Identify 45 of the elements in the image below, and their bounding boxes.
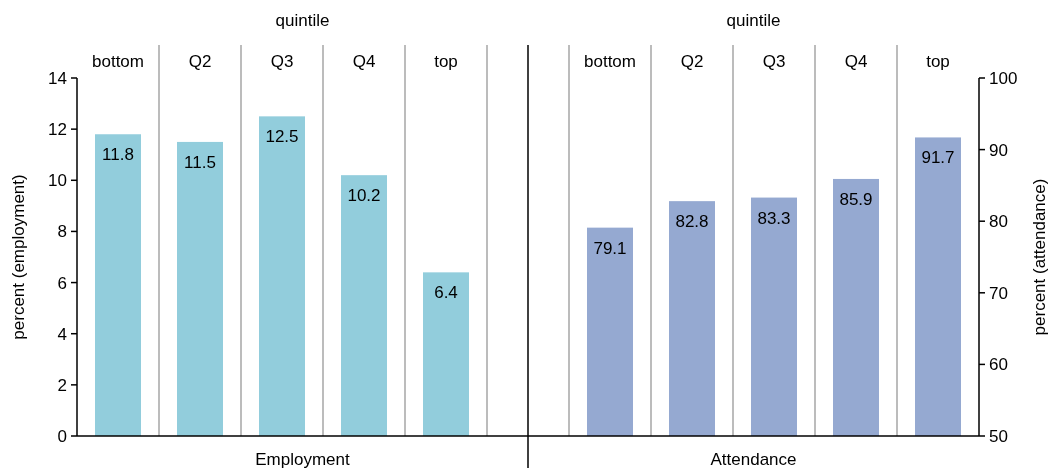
data-label: 91.7 bbox=[921, 148, 955, 168]
x-tick-label: Q3 bbox=[762, 52, 786, 71]
x-tick-label: top bbox=[434, 52, 458, 71]
y-tick-label: 8 bbox=[57, 222, 67, 242]
y-tick-label: 6 bbox=[57, 273, 67, 293]
x-axis-title: Employment bbox=[255, 450, 351, 468]
bar bbox=[95, 134, 141, 436]
data-label: 79.1 bbox=[593, 238, 627, 258]
y-axis-title: percent (employment) bbox=[9, 174, 28, 340]
bar bbox=[259, 116, 305, 436]
data-label: 12.5 bbox=[265, 127, 299, 147]
y2-axis-title: percent (attendance) bbox=[1030, 178, 1049, 336]
y-tick-label: 10 bbox=[48, 171, 67, 191]
y-tick-label: 14 bbox=[48, 69, 67, 88]
chart-title: quintile bbox=[275, 11, 330, 30]
y2-tick-label: 100 bbox=[989, 69, 1018, 88]
data-label: 82.8 bbox=[675, 212, 709, 232]
x-tick-label: bottom bbox=[92, 52, 144, 71]
x-tick-label: Q4 bbox=[352, 52, 376, 71]
y-tick-label: 12 bbox=[48, 120, 67, 140]
data-label: 11.8 bbox=[102, 145, 134, 165]
y2-tick-label: 60 bbox=[989, 355, 1008, 375]
bar bbox=[341, 175, 387, 436]
x-tick-label: bottom bbox=[584, 52, 636, 71]
y-tick-label: 2 bbox=[57, 375, 67, 395]
x-tick-label: top bbox=[926, 52, 950, 71]
x-tick-label: Q3 bbox=[270, 52, 294, 71]
data-label: 10.2 bbox=[347, 186, 381, 206]
y2-tick-label: 90 bbox=[989, 140, 1008, 160]
data-label: 11.5 bbox=[184, 152, 216, 172]
x-axis-title: Attendance bbox=[710, 450, 797, 468]
y-tick-label: 4 bbox=[57, 324, 67, 344]
y2-tick-label: 70 bbox=[989, 283, 1008, 303]
y-tick-label: 0 bbox=[57, 427, 67, 446]
data-label: 85.9 bbox=[839, 189, 873, 209]
bar bbox=[177, 141, 223, 436]
y2-tick-label: 50 bbox=[989, 427, 1008, 446]
bar bbox=[423, 272, 469, 436]
chart-title: quintile bbox=[726, 11, 781, 30]
x-tick-label: Q2 bbox=[680, 52, 704, 71]
x-tick-label: Q2 bbox=[188, 52, 212, 71]
y2-tick-label: 80 bbox=[989, 212, 1008, 232]
x-tick-label: Q4 bbox=[844, 52, 868, 71]
data-label: 6.4 bbox=[434, 283, 458, 303]
data-label: 83.3 bbox=[757, 208, 791, 228]
